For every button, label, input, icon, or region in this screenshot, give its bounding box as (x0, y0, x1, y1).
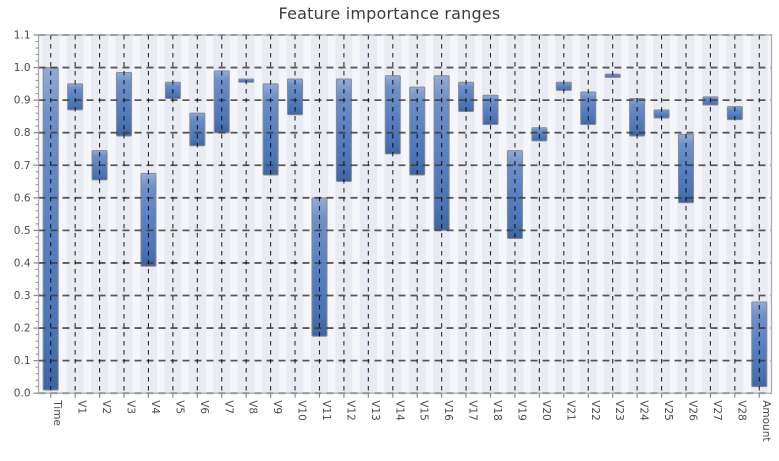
y-tick-label-0.3: 0.3 (14, 290, 31, 302)
x-tick-label-V1: V1 (76, 400, 88, 414)
column-stripe-V23 (604, 35, 622, 394)
x-tick-label-V3: V3 (125, 400, 137, 414)
plot-area: 0.0 0.1 0.2 0.3 0.4 0.5 0.6 0.7 0.8 0.9 1.0 1.1 Time… (14, 30, 773, 441)
x-tick-label-V17: V17 (467, 400, 479, 421)
range-bar-V10 (287, 78, 304, 116)
x-tick-label-V7: V7 (222, 400, 234, 414)
x-tick-label-V4: V4 (149, 400, 161, 414)
x-tick-label-V20: V20 (540, 400, 552, 421)
column-stripe-V1 (66, 35, 84, 394)
range-bar-V15 (409, 86, 426, 176)
column-stripe-V20 (530, 35, 548, 394)
x-tick-label-V24: V24 (638, 400, 650, 421)
plot-background (38, 35, 772, 394)
x-tick-label-V16: V16 (442, 400, 454, 421)
y-tick-label-0.1: 0.1 (14, 355, 31, 367)
x-tick-label-Amount: Amount (760, 400, 772, 441)
column-stripe-V10 (286, 35, 304, 394)
x-tick-label-V6: V6 (198, 400, 210, 414)
column-stripe-V2 (91, 35, 109, 394)
y-tick-label-1.0: 1.0 (14, 62, 31, 74)
x-tick-label-V25: V25 (662, 400, 674, 421)
range-bar-V19 (506, 150, 523, 240)
y-tick-label-0.7: 0.7 (14, 160, 31, 172)
y-tick-label-1.1: 1.1 (14, 30, 31, 42)
column-stripe-V24 (628, 35, 646, 394)
x-tick-label-V23: V23 (613, 400, 625, 421)
column-stripe-V17 (457, 35, 475, 394)
y-tick-label-0.9: 0.9 (14, 95, 31, 107)
axes-spines (37, 34, 773, 394)
chart-title: Feature importance ranges (278, 4, 501, 23)
y-tick-label-0.5: 0.5 (14, 225, 31, 237)
y-tick-label-0.6: 0.6 (14, 192, 31, 204)
x-tick-label-V11: V11 (320, 400, 332, 421)
x-tick-label-V18: V18 (491, 400, 503, 421)
y-tick-label-0.0: 0.0 (14, 388, 31, 400)
column-stripe-V13 (359, 35, 377, 394)
x-tick-label-V19: V19 (515, 400, 527, 421)
column-stripe-V6 (188, 35, 206, 394)
x-tick-label-V8: V8 (247, 400, 259, 414)
column-stripe-V26 (677, 35, 695, 394)
x-tick-label-V28: V28 (735, 400, 747, 421)
x-tick-label-V27: V27 (711, 400, 723, 421)
x-tick-label-V10: V10 (296, 400, 308, 421)
x-tick-label-V26: V26 (686, 400, 698, 421)
x-tick-label-V15: V15 (418, 400, 430, 421)
x-tick-label-Time: Time (51, 399, 63, 426)
column-stripe-V8 (237, 35, 255, 394)
x-tick-label-V12: V12 (344, 400, 356, 421)
x-tick-label-V2: V2 (100, 400, 112, 414)
column-stripe-V21 (555, 35, 573, 394)
x-tick-label-V14: V14 (393, 400, 405, 421)
column-stripe-V22 (579, 35, 597, 394)
range-bar-V1 (67, 83, 84, 111)
x-tick-label-V9: V9 (271, 400, 283, 414)
column-stripe-V18 (482, 35, 500, 394)
x-tick-label-V21: V21 (564, 400, 576, 421)
x-tick-label-V5: V5 (173, 400, 185, 414)
column-stripe-V28 (726, 35, 744, 394)
x-tick-label-V22: V22 (589, 400, 601, 421)
y-tick-label-0.8: 0.8 (14, 127, 31, 139)
column-stripe-V27 (701, 35, 719, 394)
column-stripe-V5 (164, 35, 182, 394)
range-bar-V14 (384, 75, 401, 155)
y-tick-label-0.2: 0.2 (14, 323, 31, 335)
x-tick-label-V13: V13 (369, 400, 381, 421)
y-tick-label-0.4: 0.4 (14, 257, 31, 269)
column-stripe-V25 (653, 35, 671, 394)
